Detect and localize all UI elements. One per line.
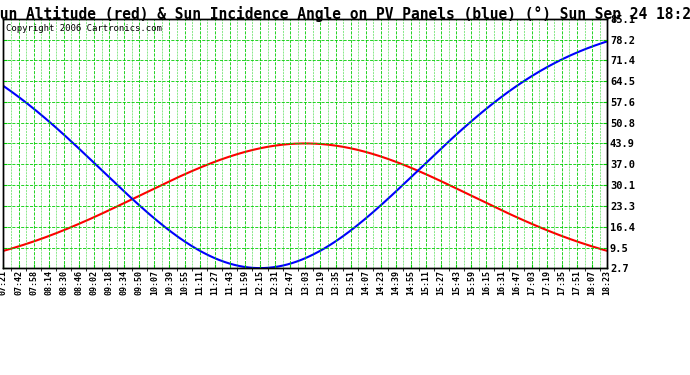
Text: Copyright 2006 Cartronics.com: Copyright 2006 Cartronics.com (6, 24, 162, 33)
Text: Sun Altitude (red) & Sun Incidence Angle on PV Panels (blue) (°) Sun Sep 24 18:2: Sun Altitude (red) & Sun Incidence Angle… (0, 6, 690, 22)
